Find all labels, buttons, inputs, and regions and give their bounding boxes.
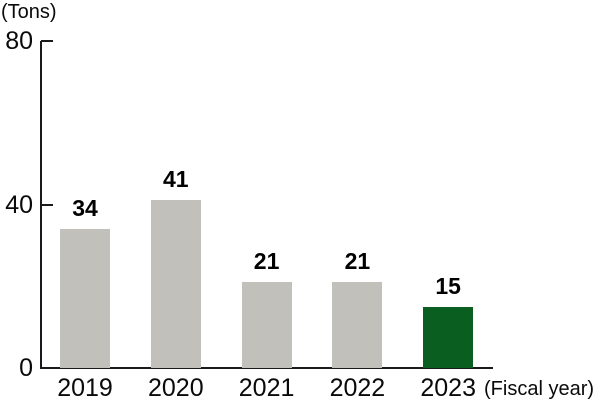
x-axis-label-2019: 2019 xyxy=(57,374,113,402)
y-tick-mark-80 xyxy=(41,40,53,42)
x-axis-label-2022: 2022 xyxy=(329,374,386,402)
bar-value-label-2021: 21 xyxy=(253,248,280,275)
x-axis-label-2021: 2021 xyxy=(238,374,295,402)
bar-2021 xyxy=(241,282,292,368)
y-tick-label-80: 80 xyxy=(5,27,33,55)
bar-2023 xyxy=(423,306,474,368)
x-axis-label-2023: 2023 xyxy=(420,374,476,402)
y-tick-label-40: 40 xyxy=(5,190,33,219)
x-axis-line xyxy=(40,367,493,369)
bar-2019 xyxy=(60,229,110,368)
y-tick-label-0: 0 xyxy=(19,354,33,382)
y-tick-mark-40 xyxy=(41,203,53,206)
bar-value-label-2019: 34 xyxy=(72,195,98,222)
x-axis-unit-label: (Fiscal year) xyxy=(484,378,595,400)
bar-2020 xyxy=(150,200,201,368)
bar-value-label-2022: 21 xyxy=(344,248,371,275)
y-axis-unit-label: (Tons) xyxy=(1,1,57,23)
bar-2022 xyxy=(332,282,383,368)
bar-value-label-2020: 41 xyxy=(163,166,189,193)
x-axis-label-2020: 2020 xyxy=(147,374,204,402)
bar-value-label-2023: 15 xyxy=(435,272,461,299)
